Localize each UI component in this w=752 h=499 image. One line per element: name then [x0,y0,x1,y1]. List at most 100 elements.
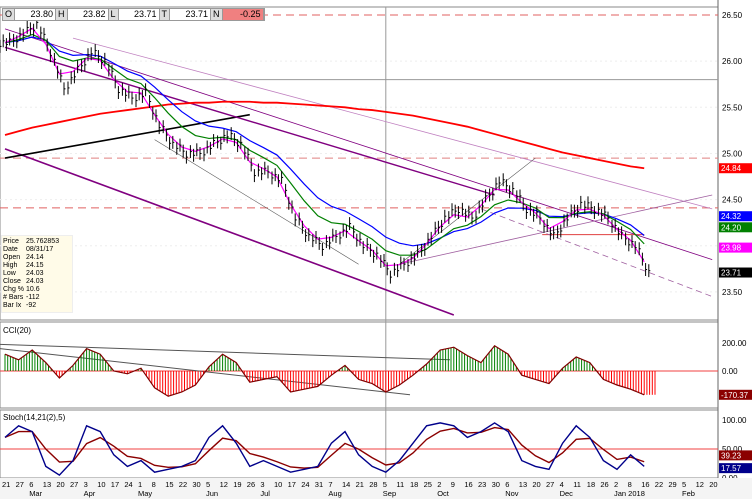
last-value-badge [719,211,752,222]
month-label: Jan 2018 [614,489,645,498]
date-tick-label: 14 [342,480,350,489]
date-tick-label: 11 [396,480,404,489]
month-label: Apr [84,489,96,498]
info-row: Price 25.762853 [3,238,60,245]
date-tick-label: 16 [641,480,649,489]
date-tick-label: 27 [16,480,24,489]
date-tick-label: 13 [43,480,51,489]
info-row: High 24.15 [3,262,44,269]
header-value-O: 23.80 [15,9,57,20]
date-tick-label: 24 [301,480,309,489]
date-tick-label: 21 [356,480,364,489]
cci-panel [0,321,719,409]
date-tick-label: 13 [519,480,527,489]
ohlc-header: O 23.80 H 23.82 L 23.71 T 23.71 N -0.25 [2,8,265,21]
date-tick-label: 19 [233,480,241,489]
trendline [480,208,713,297]
date-tick-label: 17 [288,480,296,489]
stoch-k-line [4,422,645,477]
month-label: Oct [437,489,450,498]
last-value-badge [719,222,752,233]
date-tick-label: 30 [192,480,200,489]
date-tick-label: 4 [560,480,564,489]
header-key-L: L [108,9,119,20]
stoch-tick-label: 100.00 [722,416,747,425]
date-tick-label: 5 [682,480,686,489]
date-tick-label: 15 [165,480,173,489]
date-tick-label: 29 [668,480,676,489]
date-tick-label: 20 [709,480,717,489]
date-tick-label: 9 [451,480,455,489]
date-tick-label: 7 [328,480,332,489]
month-label: Mar [29,489,42,498]
date-tick-label: 28 [369,480,377,489]
price-tick-label: 26.00 [722,57,743,66]
last-value-badge [719,267,752,278]
trendline [4,148,455,316]
ma-blue-line [4,36,645,247]
trendline [4,113,250,159]
last-value-badge [719,242,752,253]
info-row: Chg % 10.6 [3,286,40,293]
price-tick-label: 24.50 [722,196,743,205]
last-value-label: 24.32 [721,212,742,221]
month-label: Jul [260,489,270,498]
date-tick-label: 20 [56,480,64,489]
stoch-d-line [4,426,645,469]
header-key-N: N [211,9,223,20]
cci-line [4,345,645,397]
trendline [72,37,713,210]
date-tick-label: 16 [464,480,472,489]
stoch-tick-label: 50.00 [722,445,743,454]
cci-tick-label: 200.00 [722,339,747,348]
price-tick-label: 26.50 [722,11,743,20]
header-value-T: 23.71 [170,9,212,20]
ma200-line [4,100,645,170]
stoch-k-label: 17.57 [721,464,742,473]
month-label: Feb [682,489,695,498]
date-tick-label: 3 [84,480,88,489]
month-label: May [138,489,152,498]
header-value-N: -0.25 [222,9,264,20]
stoch-title: Stoch(14,21(2),5) [3,413,66,422]
stoch-d-label: 39.23 [721,451,742,460]
info-row: # Bars -112 [3,294,40,301]
date-tick-label: 31 [315,480,323,489]
last-value-label: 23.71 [721,269,742,278]
date-tick-label: 18 [587,480,595,489]
last-value-label: 23.98 [721,244,742,253]
cci-trendline [0,343,451,361]
month-label: Dec [560,489,574,498]
info-row: Bar Ix -92 [3,302,37,309]
date-tick-label: 30 [492,480,500,489]
date-tick-label: 6 [29,480,33,489]
info-row: Close 24.03 [3,278,44,285]
stoch-panel [0,409,719,479]
date-tick-label: 5 [206,480,210,489]
price-tick-label: 25.50 [722,103,743,112]
date-tick-label: 22 [179,480,187,489]
date-tick-label: 2 [437,480,441,489]
date-tick-label: 2 [614,480,618,489]
price-panel [0,6,719,321]
header-key-H: H [56,9,68,20]
date-tick-label: 27 [546,480,554,489]
cci-tick-label: 0.00 [722,367,738,376]
month-label: Nov [505,489,519,498]
price-tick-label: 23.50 [722,288,743,297]
trendline [399,194,713,265]
month-label: Aug [328,489,341,498]
month-label: Jun [206,489,218,498]
cci-title: CCI(20) [3,326,31,335]
cci-last-badge [719,389,752,400]
date-tick-label: 22 [655,480,663,489]
date-tick-label: 12 [696,480,704,489]
date-tick-label: 20 [532,480,540,489]
header-value-H: 23.82 [68,9,109,20]
date-tick-label: 23 [478,480,486,489]
last-value-badge [719,163,752,174]
header-key-T: T [159,9,171,20]
date-tick-label: 10 [97,480,105,489]
